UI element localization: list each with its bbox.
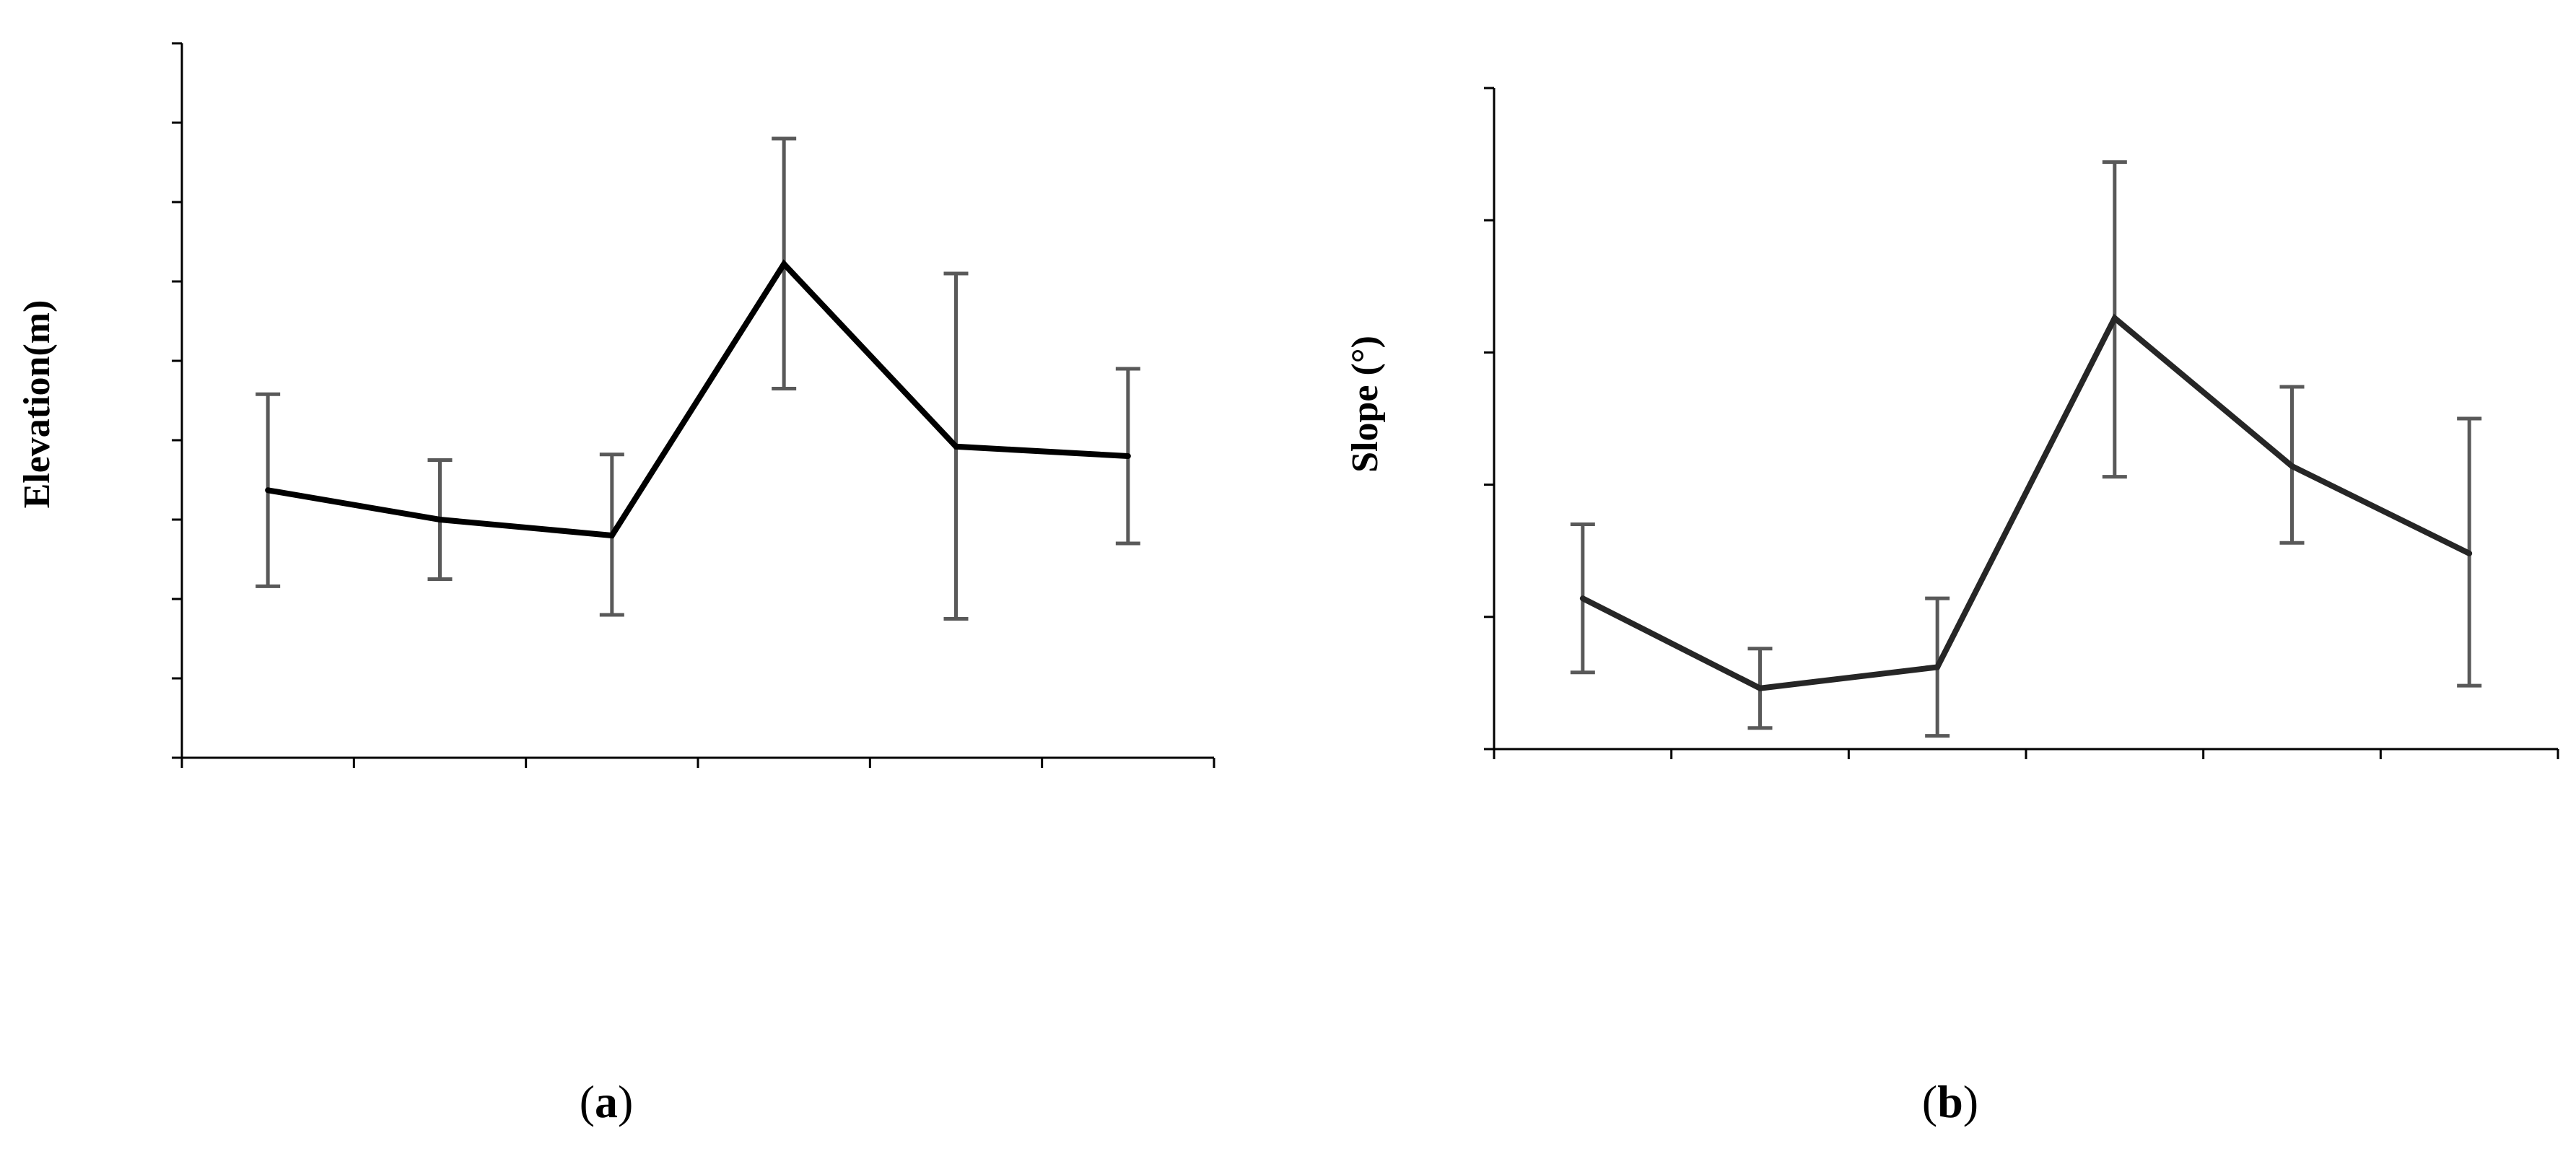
panel-caption: (b): [1922, 1076, 1978, 1127]
chart-panel-b: Slope (°) (b): [1345, 87, 2559, 1127]
chart-panel-a: Elevation(m) (a): [17, 42, 1215, 1127]
data-point: [2111, 315, 2118, 321]
panel-caption-letter: b: [1937, 1076, 1963, 1127]
data-point: [1125, 453, 1131, 459]
data-point: [1579, 595, 1586, 602]
data-point: [1757, 685, 1763, 691]
data-point: [1934, 664, 1941, 670]
data-point: [2289, 463, 2295, 469]
y-axis-label: Elevation(m): [17, 300, 58, 509]
data-point: [781, 261, 787, 267]
data-point: [437, 517, 443, 522]
y-axis-label: Slope (°): [1345, 336, 1386, 473]
series-line: [267, 259, 1129, 539]
data-point: [265, 487, 271, 494]
data-point: [2466, 550, 2473, 556]
data-point: [953, 443, 959, 450]
panel-caption: (a): [580, 1076, 634, 1127]
data-point: [608, 533, 615, 538]
panel-caption-letter: a: [595, 1076, 618, 1127]
series-line: [1581, 313, 2471, 691]
